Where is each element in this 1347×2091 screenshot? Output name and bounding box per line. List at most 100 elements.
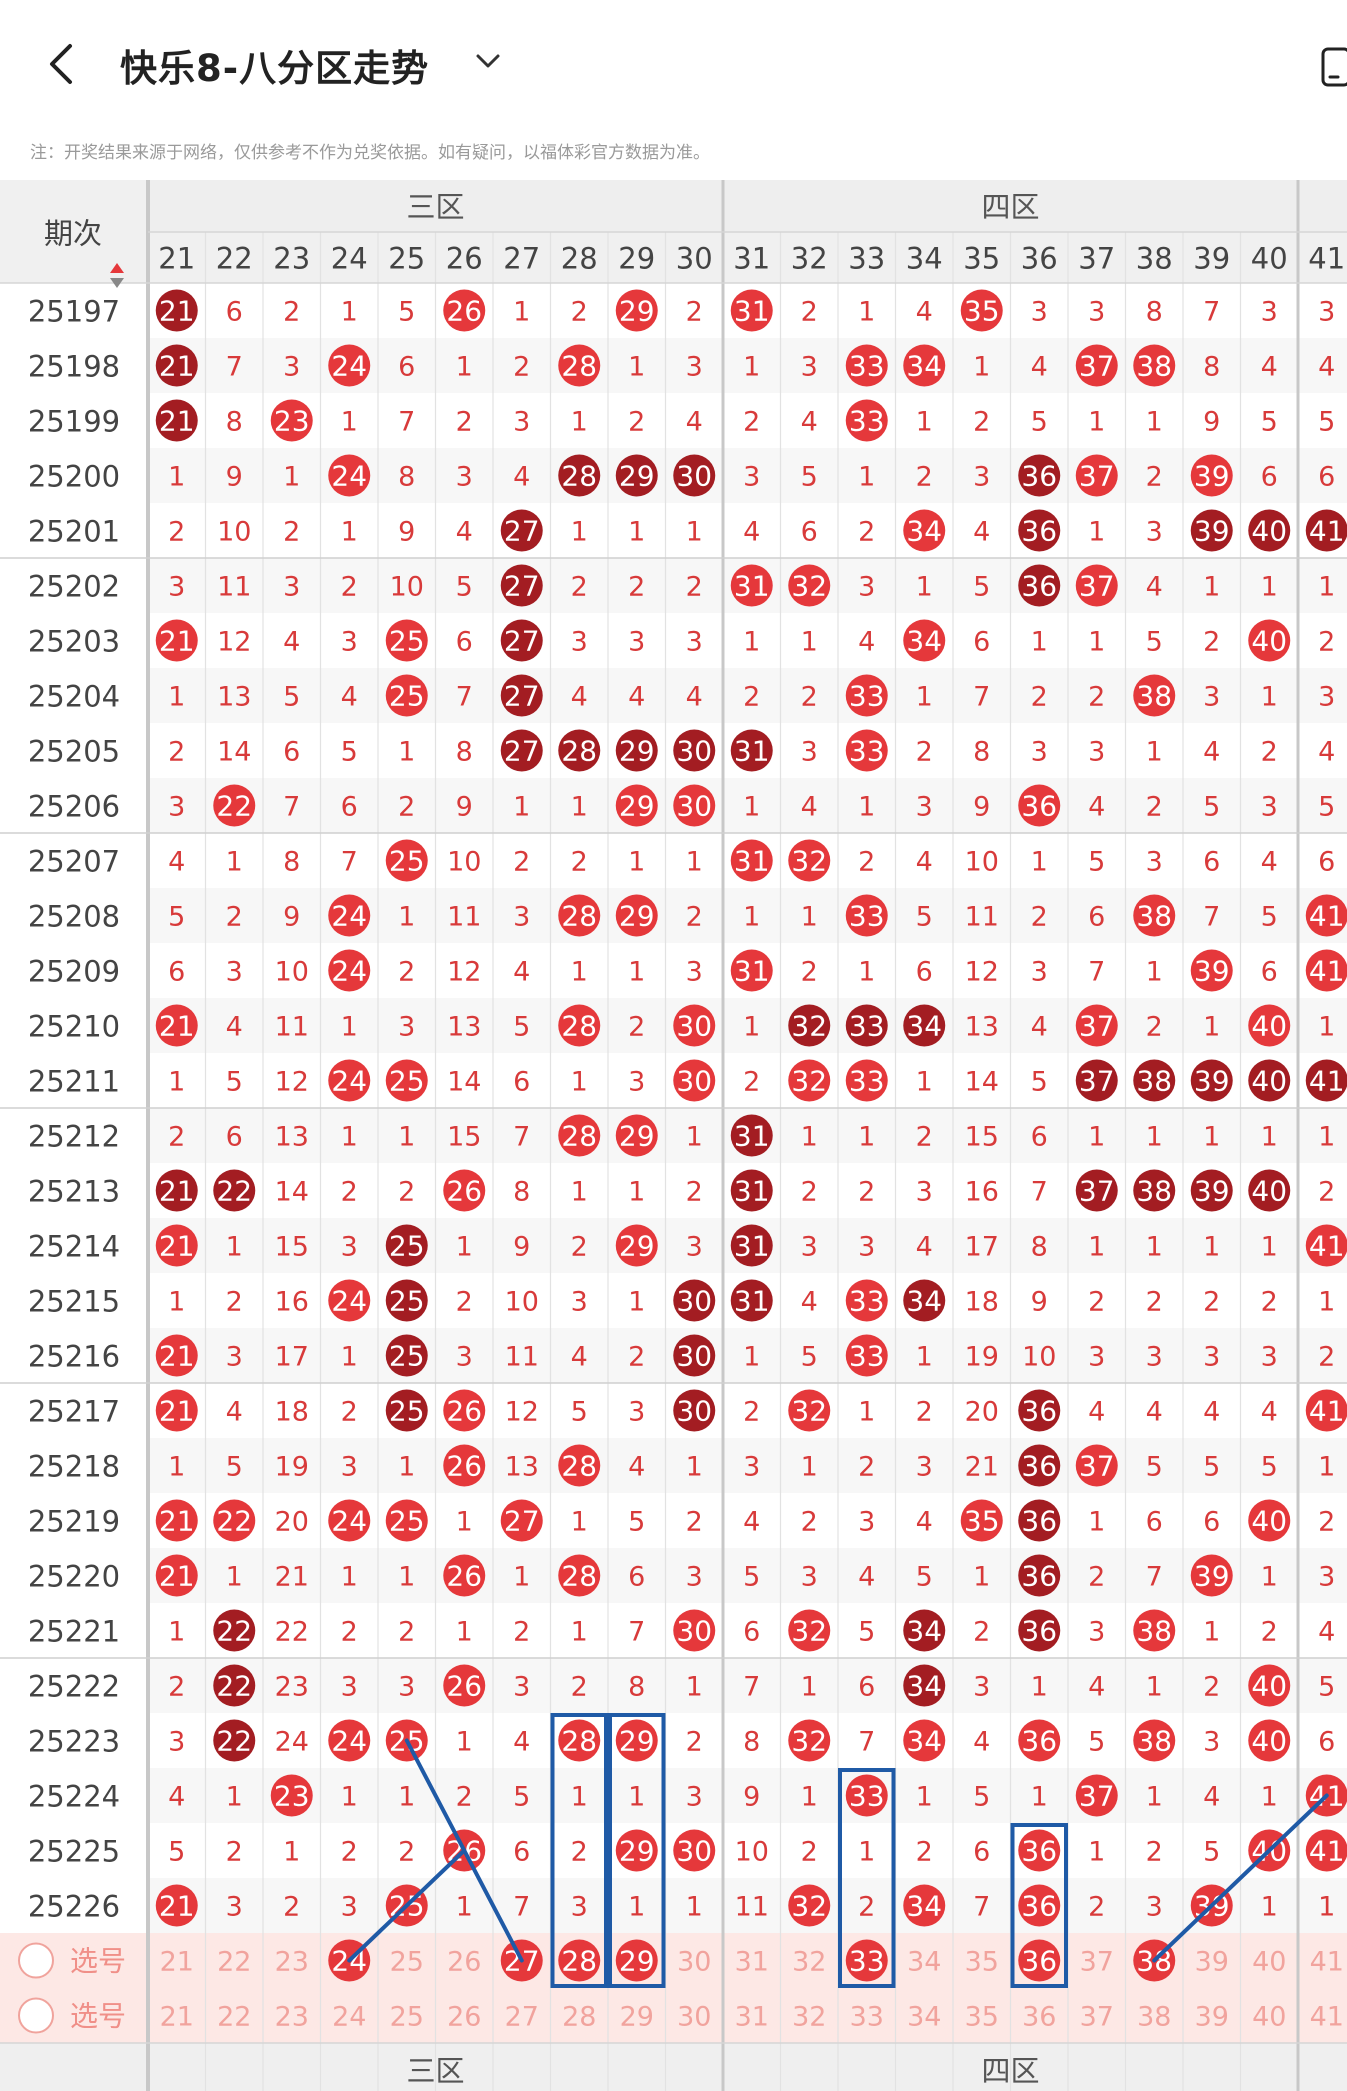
select-number[interactable]: 30 [677, 1947, 711, 1978]
select-number[interactable]: 40 [1252, 1947, 1286, 1978]
select-number[interactable]: 37 [1080, 1947, 1114, 1978]
miss-count: 2 [341, 1617, 358, 1648]
miss-count: 1 [916, 1342, 933, 1373]
select-number[interactable]: 22 [217, 2002, 251, 2033]
hit-number: 25 [389, 845, 425, 878]
miss-count: 4 [168, 847, 185, 878]
select-number[interactable]: 31 [735, 1947, 769, 1978]
miss-count: 7 [858, 1727, 875, 1758]
select-number[interactable]: 34 [907, 2002, 941, 2033]
phone-button[interactable] [1318, 46, 1347, 88]
select-number[interactable]: 21 [160, 2002, 194, 2033]
highlight-box [838, 1768, 896, 1988]
title-dropdown-button[interactable] [474, 50, 502, 72]
miss-count: 3 [1031, 957, 1048, 988]
select-number[interactable]: 23 [275, 1947, 309, 1978]
select-number[interactable]: 30 [677, 2002, 711, 2033]
hit-number: 30 [676, 1615, 712, 1648]
hit-ball [213, 1609, 256, 1652]
miss-count: 4 [628, 1452, 645, 1483]
row-stripe [148, 998, 1347, 1053]
select-number[interactable]: 23 [275, 2002, 309, 2033]
select-number[interactable]: 35 [965, 1947, 999, 1978]
select-number[interactable]: 38 [1137, 2002, 1171, 2033]
hit-ball [385, 1279, 428, 1322]
miss-count: 2 [686, 1727, 703, 1758]
miss-count: 1 [743, 1012, 760, 1043]
hit-number: 39 [1194, 515, 1230, 548]
select-number[interactable]: 26 [447, 2002, 481, 2033]
hit-ball [730, 1114, 773, 1157]
select-number[interactable]: 32 [792, 1947, 826, 1978]
hit-ball [730, 1224, 773, 1267]
hit-ball [1248, 1719, 1291, 1762]
miss-count: 7 [283, 792, 300, 823]
select-number[interactable]: 39 [1195, 2002, 1229, 2033]
select-number[interactable]: 36 [1022, 2002, 1056, 2033]
miss-count: 9 [226, 462, 243, 493]
select-radio[interactable] [18, 1942, 54, 1979]
picked-number[interactable]: 29 [619, 1945, 655, 1978]
select-number[interactable]: 33 [850, 2002, 884, 2033]
select-radio[interactable] [18, 1997, 54, 2034]
select-number[interactable]: 22 [217, 1947, 251, 1978]
miss-count: 10 [505, 1287, 539, 1318]
select-label[interactable]: 选号 [70, 1945, 126, 1978]
page-title[interactable]: 快乐8-八分区走势 [120, 47, 430, 90]
select-label[interactable]: 选号 [70, 2000, 126, 2033]
picked-number[interactable]: 33 [849, 1945, 885, 1978]
miss-count: 15 [447, 1122, 481, 1153]
select-number[interactable]: 25 [390, 2002, 424, 2033]
hit-ball [673, 1609, 716, 1652]
period-label: 25202 [28, 570, 120, 604]
miss-count: 3 [743, 462, 760, 493]
select-number[interactable]: 26 [447, 1947, 481, 1978]
miss-count: 13 [505, 1452, 539, 1483]
hit-number: 37 [1079, 460, 1115, 493]
picked-number[interactable]: 28 [561, 1945, 597, 1978]
back-button[interactable] [42, 40, 82, 88]
select-number[interactable]: 31 [735, 2002, 769, 2033]
miss-count: 5 [283, 682, 300, 713]
miss-count: 2 [743, 1397, 760, 1428]
select-number[interactable]: 28 [562, 2002, 596, 2033]
period-label: 25201 [28, 515, 120, 549]
select-number[interactable]: 37 [1080, 2002, 1114, 2033]
select-number[interactable]: 25 [390, 1947, 424, 1978]
miss-count: 3 [1318, 682, 1335, 713]
select-number[interactable]: 21 [160, 1947, 194, 1978]
miss-count: 2 [973, 1617, 990, 1648]
miss-count: 1 [686, 1122, 703, 1153]
miss-count: 4 [1318, 352, 1335, 383]
picked-ball[interactable] [558, 1939, 601, 1982]
sort-arrows-icon[interactable] [110, 263, 124, 273]
select-number[interactable]: 29 [620, 2002, 654, 2033]
miss-count: 4 [801, 1287, 818, 1318]
select-number[interactable]: 32 [792, 2002, 826, 2033]
trend-table[interactable]: 期次 三区 三区 四区 四区 21 22 23 24 25 26 27 28 29 30 31 32 33 34 35… [0, 180, 1347, 2091]
select-number[interactable]: 35 [965, 2002, 999, 2033]
select-number[interactable]: 40 [1252, 2002, 1286, 2033]
period-label: 25223 [28, 1725, 120, 1759]
select-number[interactable]: 34 [907, 1947, 941, 1978]
picked-ball[interactable] [845, 1939, 888, 1982]
miss-count: 3 [973, 1672, 990, 1703]
miss-count: 4 [916, 847, 933, 878]
hit-ball [1305, 1224, 1347, 1267]
miss-count: 4 [1031, 352, 1048, 383]
miss-count: 1 [1146, 957, 1163, 988]
picked-ball[interactable] [615, 1939, 658, 1982]
miss-count: 1 [1146, 1232, 1163, 1263]
select-number[interactable]: 39 [1195, 1947, 1229, 1978]
select-number[interactable]: 27 [505, 2002, 539, 2033]
picked-ball[interactable] [1018, 1939, 1061, 1982]
picked-number[interactable]: 36 [1021, 1945, 1057, 1978]
sort-arrows-icon[interactable] [110, 278, 124, 288]
miss-count: 2 [283, 297, 300, 328]
hit-ball [673, 729, 716, 772]
miss-count: 2 [571, 1232, 588, 1263]
select-number[interactable]: 41 [1310, 2002, 1344, 2033]
hit-number: 29 [619, 1120, 655, 1153]
select-number[interactable]: 41 [1310, 1947, 1344, 1978]
select-number[interactable]: 24 [332, 2002, 366, 2033]
